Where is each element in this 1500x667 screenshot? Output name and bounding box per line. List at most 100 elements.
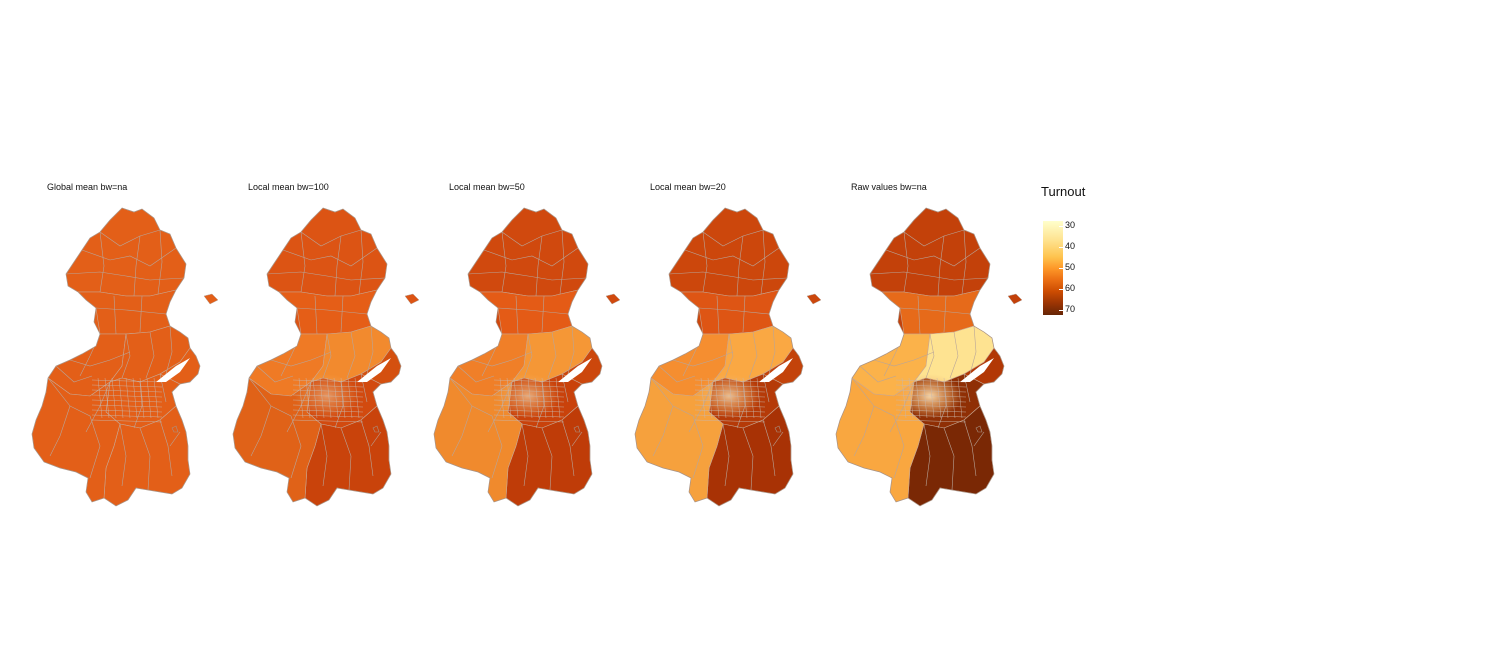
choropleth-map [31,207,219,507]
legend-colorbar [1043,221,1063,315]
area-boundary [937,381,947,429]
choropleth-map [232,207,420,507]
area-boundary [91,419,163,423]
area-boundary [366,325,374,375]
map-panel: Global mean bw=na [30,178,230,518]
area-boundary [949,331,959,379]
area-boundary [694,379,766,383]
panel-title: Local mean bw=50 [449,182,525,192]
area-boundary [684,247,780,267]
area-boundary [292,404,364,408]
dublin-bay [558,358,592,382]
area-boundary [81,247,177,267]
area-boundary [541,295,545,333]
area-boundary [91,399,163,403]
area-boundary [312,377,318,419]
area-boundary [658,365,696,383]
area-boundary [270,405,302,479]
electoral-area [869,208,991,297]
area-boundary [895,399,967,403]
area-boundary [292,379,364,383]
area-boundary [943,295,947,333]
area-boundary [873,351,935,367]
island [806,293,822,305]
legend-tick: 70 [1058,304,1076,314]
area-boundary [859,365,897,383]
area-boundary [559,229,565,295]
area-boundary [248,377,272,457]
area-boundary [493,414,565,418]
area-boundary [694,389,766,393]
area-boundary [702,229,764,247]
area-boundary [506,377,512,419]
area-boundary [99,229,161,247]
area-boundary [901,377,907,419]
area-boundary [541,427,553,491]
area-boundary [515,295,519,335]
area-boundary [153,377,159,419]
area-boundary [555,377,561,419]
area-boundary [873,405,905,479]
area-boundary [650,377,674,457]
area-boundary [963,419,977,477]
dublin-bay [156,358,190,382]
island [592,352,596,360]
area-boundary [694,394,766,398]
legend-tick: 60 [1058,283,1076,293]
electoral-area [77,289,177,335]
area-boundary [702,231,708,293]
area-boundary [535,235,543,297]
area-boundary [700,377,706,419]
area-boundary [895,404,967,408]
area-boundary [694,414,766,418]
area-boundary [547,331,557,379]
area-boundary [895,394,967,398]
area-boundary [125,377,131,419]
area-boundary [668,271,788,281]
island [1007,293,1023,305]
area-boundary [370,431,382,447]
area-boundary [91,394,163,398]
area-boundary [748,331,758,379]
area-boundary [756,377,762,419]
area-boundary [55,365,93,383]
legend: Turnout 30 40 50 60 70 [1041,184,1121,324]
area-boundary [895,389,967,393]
area-boundary [513,377,519,419]
county-outline [433,207,603,507]
dublin-bay [357,358,391,382]
area-boundary [314,295,318,335]
area-boundary [943,427,955,491]
area-boundary [535,381,545,429]
area-boundary [334,235,342,297]
area-boundary [694,404,766,408]
area-boundary [721,377,727,419]
choropleth-map [433,207,621,507]
area-boundary [908,377,914,419]
area-boundary [340,427,352,491]
area-boundary [159,419,173,477]
area-boundary [688,381,714,433]
area-boundary [169,431,181,447]
area-boundary [493,394,565,398]
area-boundary [47,377,71,457]
area-boundary [724,333,734,379]
area-boundary [493,389,565,393]
area-boundary [722,423,730,487]
area-boundary [903,231,909,293]
area-boundary [973,431,985,447]
choropleth-map [835,207,1023,507]
island [573,425,581,433]
area-boundary [762,419,776,477]
area-boundary [467,271,587,281]
area-boundary [694,399,766,403]
electoral-area [266,208,388,297]
area-boundary [457,365,495,383]
area-boundary [760,229,766,295]
area-boundary [520,377,526,419]
area-boundary [694,419,766,423]
area-boundary [300,229,362,247]
electoral-area [668,208,790,297]
area-boundary [501,229,563,247]
area-boundary [300,231,306,293]
